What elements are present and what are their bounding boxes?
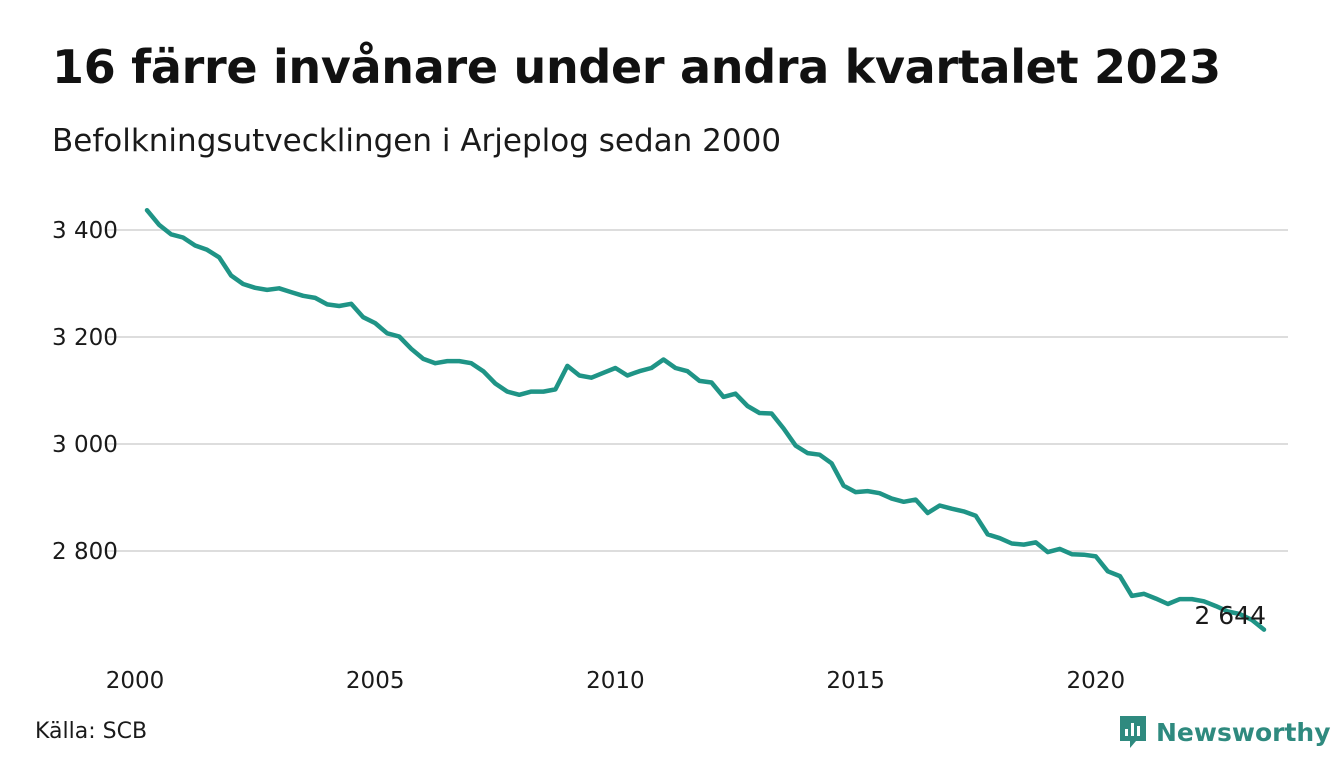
series-layer: [144, 207, 1267, 632]
end-value-label: 2 644: [1194, 601, 1266, 630]
line-chart: 2 800 3 000 3 200 3 400 2000 2005 2010 2015 202…: [52, 207, 1288, 694]
newsworthy-icon: [1120, 716, 1146, 748]
gridlines: [105, 229, 1288, 552]
x-tick-label: 2010: [586, 668, 645, 694]
x-axis-tick-labels: 2000 2005 2010 2015 2020: [106, 668, 1125, 694]
x-tick-label: 2000: [106, 668, 165, 694]
y-tick-label: 2 800: [52, 539, 118, 565]
y-tick-label: 3 200: [52, 325, 118, 351]
chart-subtitle: Befolkningsutvecklingen i Arjeplog sedan…: [52, 123, 782, 159]
end-value-label-layer: 2 644: [1194, 601, 1266, 630]
brand-name: Newsworthy: [1156, 717, 1331, 747]
x-tick-label: 2005: [346, 668, 405, 694]
x-tick-label: 2020: [1067, 668, 1126, 694]
y-tick-label: 3 000: [52, 432, 118, 458]
y-axis-tick-labels: 2 800 3 000 3 200 3 400: [52, 218, 118, 565]
chart-title: 16 färre invånare under andra kvartalet …: [52, 40, 1221, 94]
brand-logo: Newsworthy: [1118, 713, 1331, 751]
series-line: [144, 207, 1267, 632]
source-note: Källa: SCB: [35, 719, 148, 744]
y-tick-label: 3 400: [52, 218, 118, 244]
x-tick-label: 2015: [826, 668, 885, 694]
